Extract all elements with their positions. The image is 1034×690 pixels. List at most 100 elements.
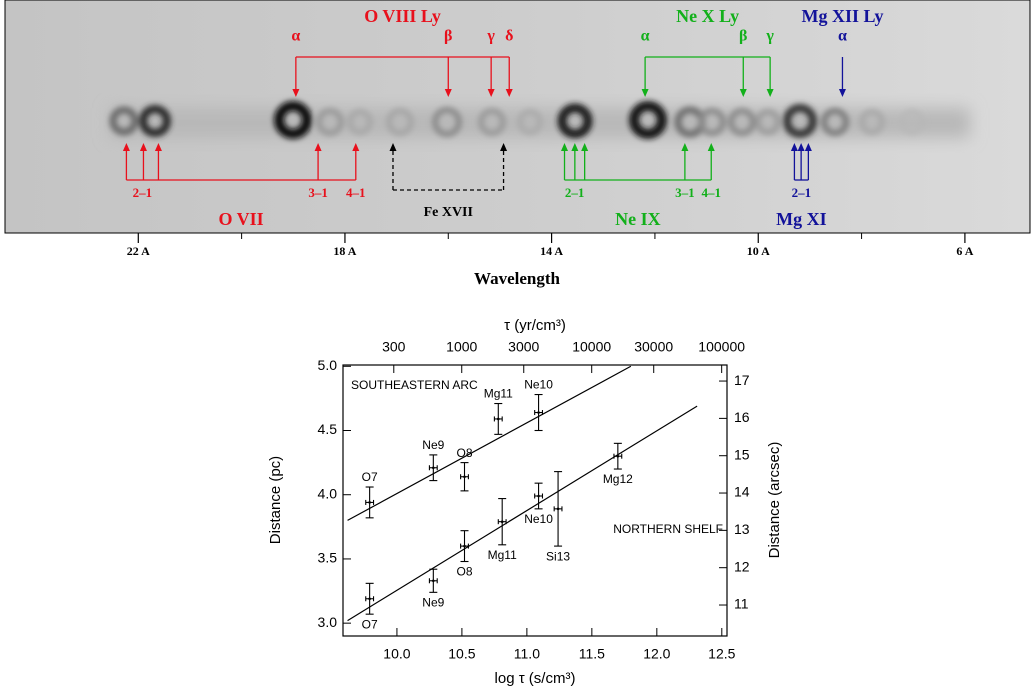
group-label: O VII: [219, 209, 264, 229]
fit-line: [347, 405, 698, 622]
y2-tick-label: 13: [734, 521, 750, 537]
transition-label: 3–1: [675, 185, 695, 200]
arrowhead: [444, 89, 452, 97]
y-tick-label: 5.0: [318, 357, 338, 373]
y2-axis-label: Distance (arcsec): [766, 442, 783, 559]
x2-tick-label: 1000: [446, 339, 477, 355]
arrowhead: [681, 143, 689, 151]
transition-label: 4–1: [346, 185, 366, 200]
x-axis-label: Wavelength: [474, 269, 560, 288]
y-axis-label: Distance (pc): [267, 456, 284, 544]
arrowhead: [505, 89, 513, 97]
line-label: δ: [505, 28, 513, 45]
spot: [139, 105, 171, 137]
data-point: [537, 411, 540, 414]
point-label: O7: [362, 617, 378, 631]
x-tick-label: 6 A: [956, 244, 973, 258]
point-label: Si13: [546, 549, 570, 563]
spot: [755, 109, 781, 135]
spot: [109, 106, 139, 136]
arrowhead: [766, 89, 774, 97]
transition-label: 3–1: [308, 185, 328, 200]
x2-tick-label: 30000: [634, 339, 673, 355]
arrowhead: [314, 143, 322, 151]
x-tick-label: 22 A: [127, 244, 150, 258]
spot: [698, 108, 726, 136]
arrowhead: [139, 143, 147, 151]
data-point: [616, 454, 620, 458]
line-label: β: [444, 28, 452, 45]
line-label: α: [291, 28, 300, 45]
x-tick-label: 11.0: [514, 646, 540, 662]
y-tick-label: 4.0: [318, 485, 338, 501]
arrowhead: [292, 89, 300, 97]
x2-axis-label: τ (yr/cm³): [504, 317, 566, 334]
spot: [316, 108, 344, 136]
point-label: Ne9: [422, 596, 444, 610]
line-label: α: [641, 28, 650, 45]
data-point: [463, 544, 466, 548]
point-label: Mg11: [488, 548, 517, 562]
arrowhead: [739, 89, 747, 97]
x-tick-label: 10 A: [747, 244, 770, 258]
arrowhead: [641, 89, 649, 97]
spot: [629, 101, 667, 139]
series-label: SOUTHEASTERN ARC: [351, 378, 478, 392]
data-point: [463, 475, 466, 479]
arrowhead: [797, 143, 805, 151]
spot: [347, 109, 373, 135]
point-label: Ne10: [524, 512, 553, 526]
y-tick-label: 4.5: [318, 421, 338, 437]
plot-frame: [342, 364, 728, 637]
arrowhead: [122, 143, 130, 151]
group-label: Mg XII Ly: [801, 6, 883, 26]
arrowhead: [571, 143, 579, 151]
point-label: Ne9: [422, 438, 444, 452]
spot: [728, 108, 756, 136]
x-tick-label: 12.5: [708, 646, 735, 662]
line-label: γ: [765, 28, 774, 45]
y2-tick-label: 16: [734, 409, 750, 425]
data-point: [496, 417, 500, 421]
x-tick-label: 10.0: [383, 646, 410, 662]
fit-line: [347, 365, 632, 521]
arrowhead: [389, 143, 397, 151]
group-label: Fe XVII: [424, 205, 473, 220]
x2-tick-label: 3000: [508, 339, 539, 355]
spot: [386, 108, 414, 136]
x-tick-label: 12.0: [643, 646, 670, 662]
spot: [274, 101, 312, 139]
x2-tick-label: 100000: [698, 339, 745, 355]
spot: [821, 108, 849, 136]
x-tick-label: 10.5: [448, 646, 475, 662]
data-point: [432, 579, 435, 583]
group-label: O VIII Ly: [364, 6, 441, 26]
x-tick-label: 14 A: [540, 244, 563, 258]
spot: [478, 108, 506, 136]
spot: [557, 103, 593, 139]
transition-label: 4–1: [701, 185, 721, 200]
x2-tick-label: 300: [382, 339, 406, 355]
data-point: [537, 494, 540, 498]
data-point: [368, 501, 371, 504]
x-axis-label: log τ (s/cm³): [495, 670, 576, 687]
spots: [109, 101, 925, 139]
group-label: Ne X Ly: [676, 6, 739, 26]
spectral-spots: [109, 101, 970, 139]
line-label: α: [838, 28, 847, 45]
arrowhead: [352, 143, 360, 151]
line-label: β: [739, 28, 747, 45]
y2-tick-label: 17: [734, 372, 750, 388]
spot: [899, 109, 925, 135]
group-label: Ne IX: [615, 209, 661, 229]
y-tick-label: 3.5: [318, 550, 338, 566]
data-point: [432, 466, 435, 470]
data-point: [556, 507, 560, 511]
y2-tick-label: 14: [734, 484, 750, 500]
group-label: Mg XI: [776, 209, 827, 229]
point-label: Mg11: [484, 387, 513, 401]
point-label: O8: [456, 446, 472, 460]
point-label: Mg12: [603, 472, 633, 486]
